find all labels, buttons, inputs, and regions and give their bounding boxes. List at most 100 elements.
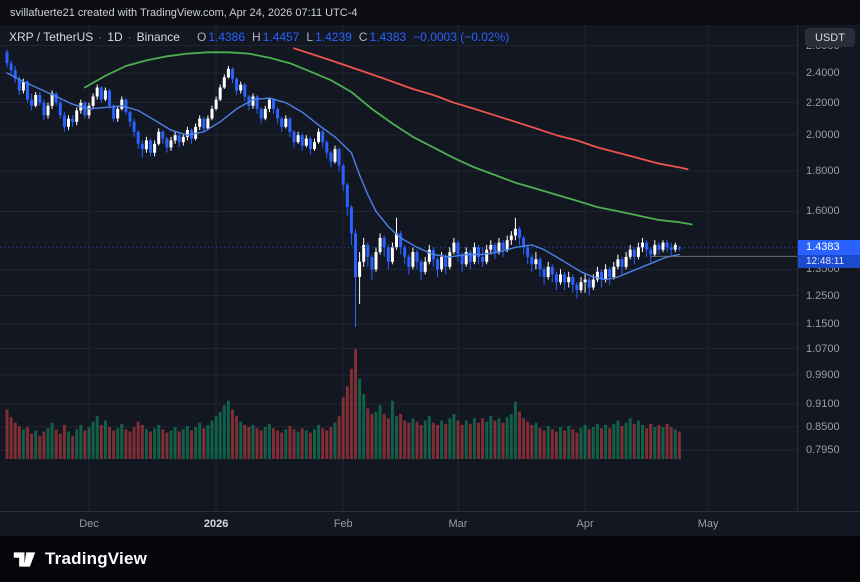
volume-bar xyxy=(370,413,374,459)
candle-body xyxy=(591,279,595,288)
volume-bar xyxy=(395,416,398,459)
volume-bar xyxy=(30,433,34,459)
volume-bar xyxy=(427,416,431,459)
candle-body xyxy=(382,237,386,248)
volume-bar xyxy=(575,432,579,459)
volume-bar xyxy=(534,422,538,459)
volume-bar xyxy=(362,394,366,459)
volume-bar xyxy=(509,413,513,459)
volume-bar xyxy=(71,435,75,459)
price-axis[interactable]: 1.4383 12:48:11 2.60002.40002.20002.0000… xyxy=(797,25,860,511)
candle-body xyxy=(632,249,636,257)
candle-body xyxy=(21,81,25,91)
volume-bar xyxy=(399,413,403,459)
volume-bar xyxy=(214,416,218,459)
volume-bar xyxy=(34,430,38,459)
candle-body xyxy=(136,131,140,144)
tradingview-logo[interactable]: TradingView xyxy=(12,547,147,572)
candle-body xyxy=(554,274,558,283)
candle-body xyxy=(493,244,497,252)
volume-bar xyxy=(452,413,456,459)
volume-bar xyxy=(493,420,497,459)
volume-bar xyxy=(349,368,353,459)
volume-bar xyxy=(194,427,198,459)
volume-bar xyxy=(157,424,161,459)
volume-bar xyxy=(649,423,653,459)
volume-bar xyxy=(636,420,640,459)
candle-body xyxy=(386,247,390,262)
volume-bar xyxy=(50,422,54,459)
candle-body xyxy=(58,102,62,116)
candle-body xyxy=(522,237,526,248)
price-change: −0.0003 (−0.02%) xyxy=(413,30,510,44)
candle-body xyxy=(579,282,583,291)
volume-bar xyxy=(296,431,300,459)
candle-body xyxy=(345,184,349,208)
candle-body xyxy=(423,261,427,272)
candle-body xyxy=(489,244,493,250)
volume-bar xyxy=(21,429,25,459)
candle-body xyxy=(214,99,218,109)
volume-bar xyxy=(247,427,251,459)
volume-bar xyxy=(190,430,193,459)
price-tick-label: 1.1500 xyxy=(806,318,840,330)
symbol-name[interactable]: XRP / TetherUS xyxy=(9,30,94,44)
price-tick-label: 2.2000 xyxy=(806,96,840,109)
candle-body xyxy=(284,118,288,127)
currency-toggle-button[interactable]: USDT xyxy=(805,28,855,47)
candle-body xyxy=(292,131,296,143)
candle-body xyxy=(116,108,120,119)
volume-bar xyxy=(67,431,70,459)
price-tick-label: 0.7950 xyxy=(806,444,840,456)
volume-bar xyxy=(616,420,620,459)
volume-bar xyxy=(673,429,677,459)
candle-body xyxy=(46,105,50,116)
candle-body xyxy=(87,105,91,116)
volume-bar xyxy=(177,431,181,459)
candle-body xyxy=(571,277,575,285)
volume-bar xyxy=(108,427,111,459)
time-axis[interactable]: Dec 2026 Feb Mar Apr May xyxy=(0,511,860,536)
volume-bar xyxy=(468,423,472,459)
volume-bar xyxy=(144,429,148,459)
candle-body xyxy=(231,68,234,79)
candle-body xyxy=(485,249,489,262)
candle-body xyxy=(501,242,505,250)
interval-label[interactable]: 1D xyxy=(107,30,123,44)
candle-body xyxy=(177,135,181,143)
volume-bar xyxy=(239,421,243,459)
time-tick-label: Mar xyxy=(448,518,468,530)
volume-bar xyxy=(341,397,345,459)
candle-body xyxy=(354,233,357,277)
legend-separator: · xyxy=(127,30,132,44)
candle-body xyxy=(608,269,612,277)
volume-bar xyxy=(99,424,103,459)
volume-bar xyxy=(513,401,517,459)
time-tick-label: Dec xyxy=(79,518,99,530)
volume-bar xyxy=(325,430,329,459)
price-chart-pane[interactable] xyxy=(0,25,797,511)
candle-body xyxy=(38,95,42,103)
candle-body xyxy=(255,96,259,109)
volume-bar xyxy=(477,422,480,459)
volume-bar xyxy=(624,422,628,459)
ma-slow-red xyxy=(293,47,689,171)
candle-body xyxy=(333,149,337,162)
volume-bar xyxy=(632,423,636,459)
volume-bar xyxy=(198,422,202,459)
candle-body xyxy=(641,242,644,248)
volume-bar xyxy=(501,422,505,459)
volume-bar xyxy=(669,427,673,459)
candle-body xyxy=(157,131,161,144)
candle-body xyxy=(600,271,603,280)
volume-bar xyxy=(153,428,157,459)
volume-bar xyxy=(226,400,230,459)
tradingview-wordmark: TradingView xyxy=(45,549,148,568)
volume-bar xyxy=(620,426,624,459)
volume-bar xyxy=(337,416,341,459)
high-value: 1.4457 xyxy=(262,30,300,44)
candle-body xyxy=(124,99,128,113)
candle-body xyxy=(358,261,362,277)
